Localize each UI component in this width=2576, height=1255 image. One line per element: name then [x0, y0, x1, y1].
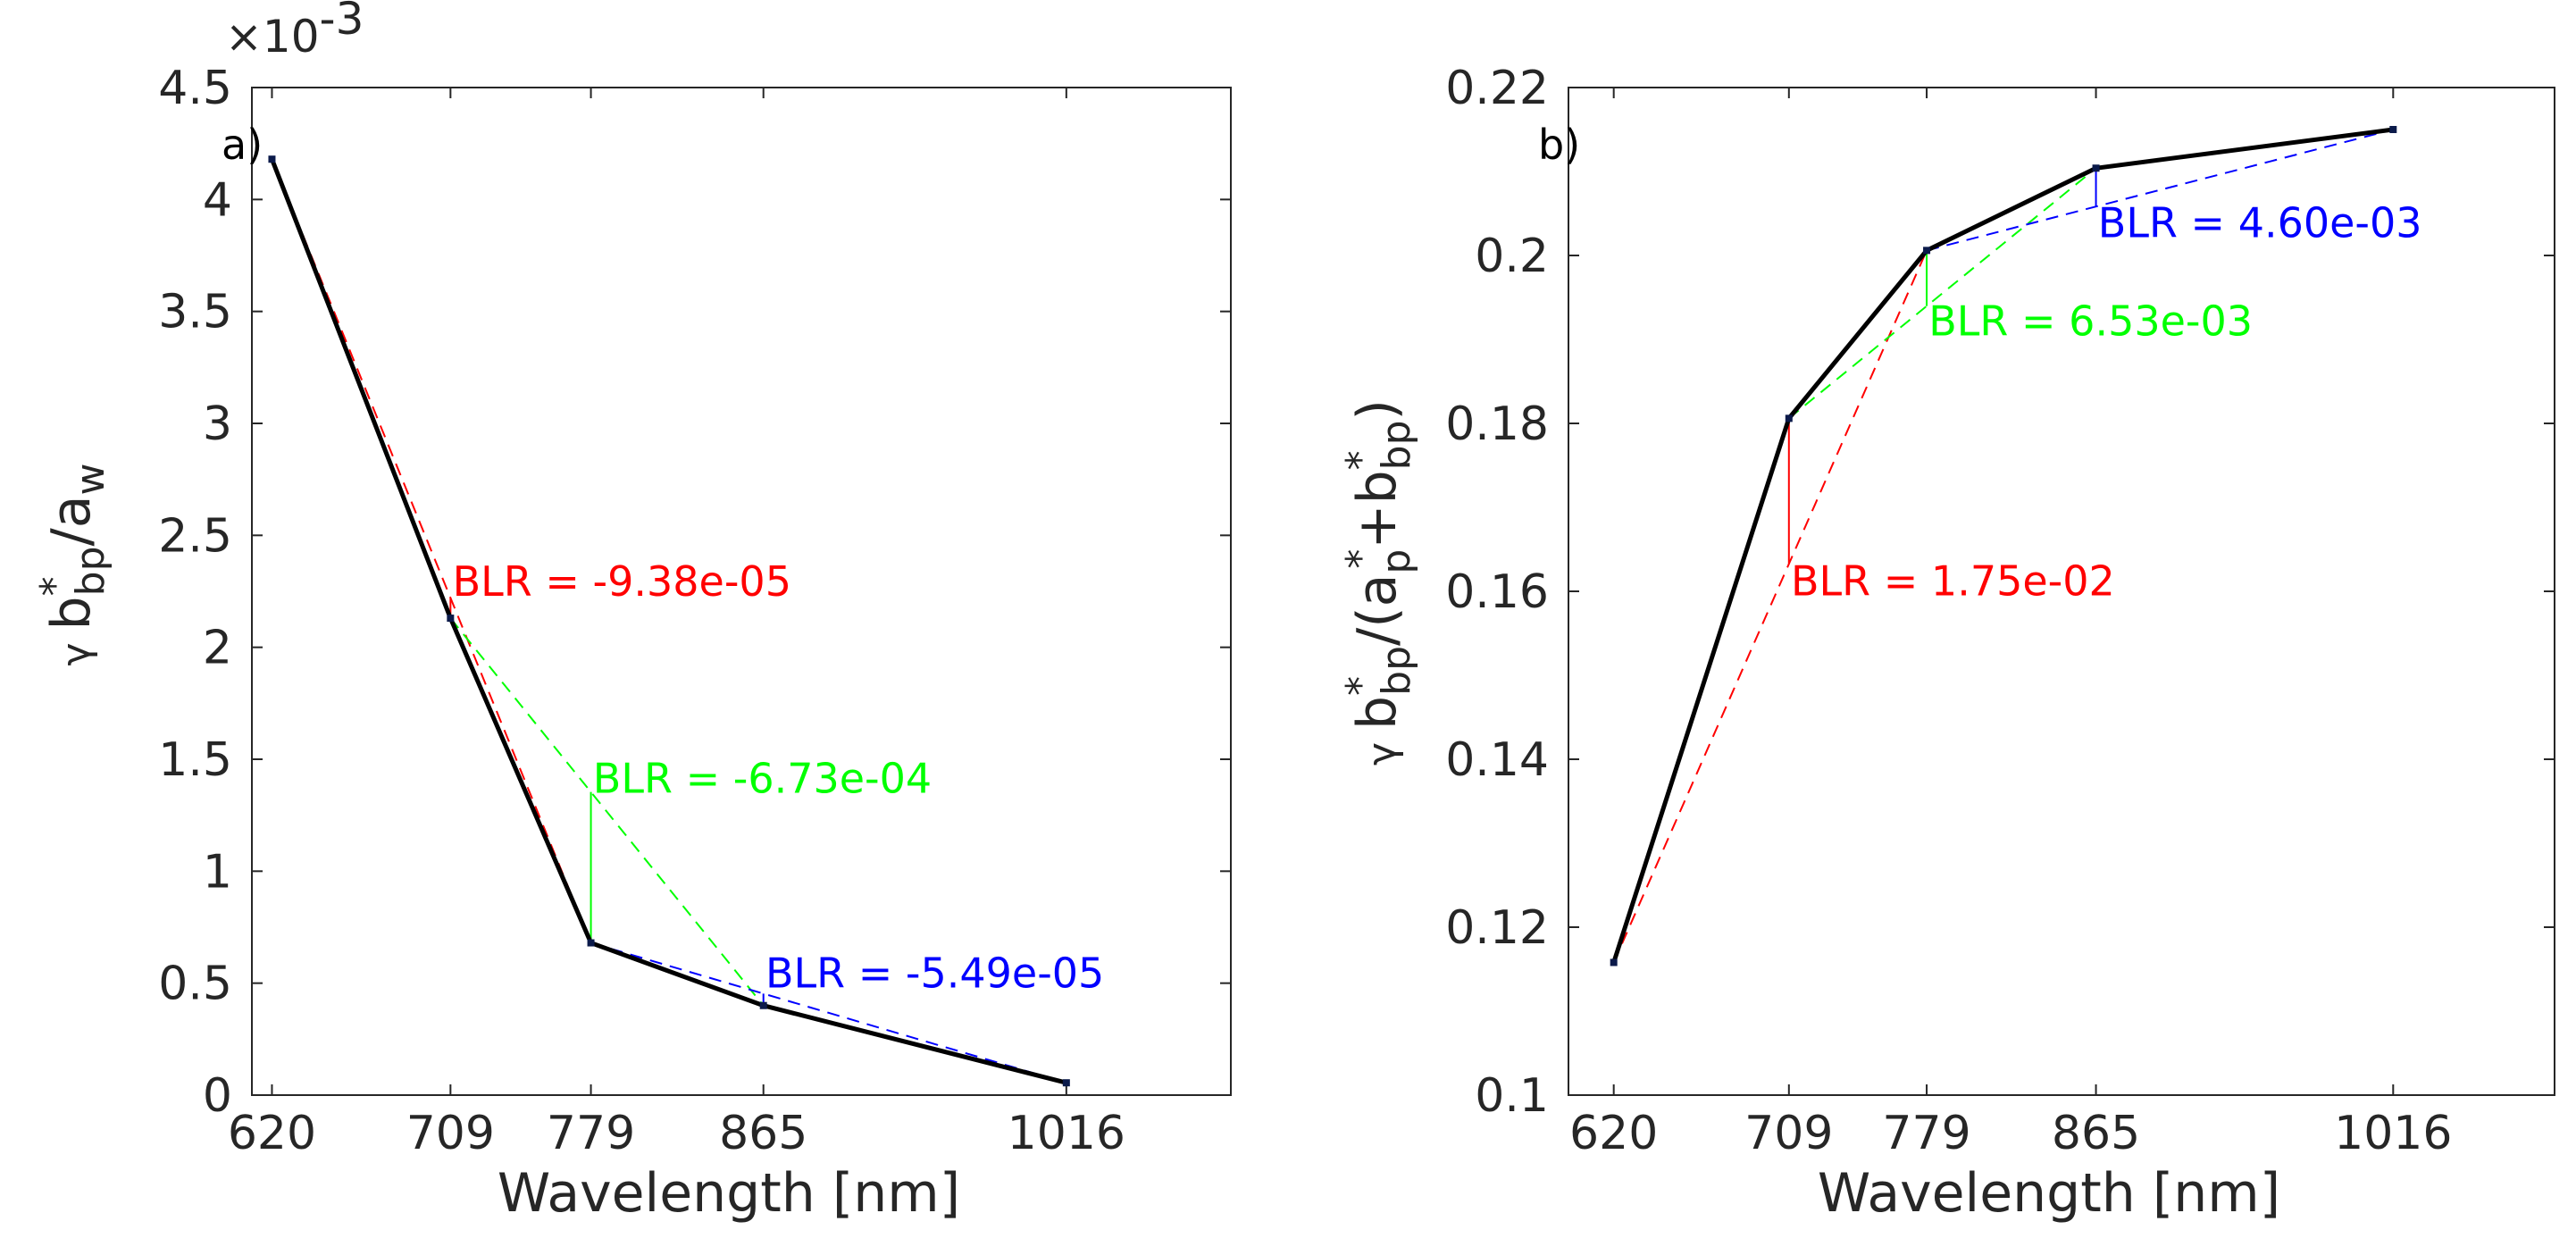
- data-point: [759, 1001, 767, 1009]
- data-point: [1062, 1079, 1070, 1087]
- data-point: [2389, 126, 2397, 133]
- x-axis-label: Wavelength [nm]: [1818, 1162, 2280, 1225]
- x-tick-label: 620: [228, 1107, 316, 1160]
- x-tick-label: 709: [406, 1107, 495, 1160]
- x-tick-label: 1016: [2334, 1107, 2452, 1160]
- data-point: [268, 155, 276, 163]
- baseline-dashed-2: [1926, 129, 2394, 252]
- panel-label: b): [1538, 121, 1580, 169]
- y-tick-label: 0.18: [1445, 397, 1549, 451]
- blr-label-1: BLR = 6.53e-03: [1928, 297, 2253, 345]
- baseline-dashed-1: [1788, 167, 2097, 420]
- blr-label-0: BLR = 1.75e-02: [1791, 557, 2115, 606]
- y-tick-label: 0.12: [1445, 901, 1549, 955]
- y-tick-label: 0.16: [1445, 565, 1549, 619]
- baseline-dashed-0: [271, 158, 592, 943]
- y-tick-label: 4.5: [158, 62, 232, 115]
- data-point: [1923, 247, 1931, 255]
- y-tick-label: 0.5: [158, 958, 232, 1011]
- data-point: [2092, 164, 2100, 172]
- data-point: [587, 939, 595, 947]
- blr-label-1: BLR = -6.73e-04: [593, 755, 932, 803]
- spectrum-line: [270, 158, 1067, 1085]
- x-tick-label: 779: [547, 1107, 635, 1160]
- blr-label-2: BLR = -5.49e-05: [765, 950, 1104, 998]
- y-tick-label: 0: [203, 1069, 232, 1123]
- baseline-dashed-2: [590, 941, 1067, 1084]
- data-point: [1610, 958, 1618, 966]
- y-tick-label: 1.5: [158, 733, 232, 787]
- x-tick-label: 1016: [1008, 1107, 1125, 1160]
- x-tick-label: 865: [2052, 1107, 2140, 1160]
- y-axis-label: γ b*bp/(ap*+b*bp): [1338, 399, 1419, 766]
- x-tick-label: 779: [1882, 1107, 1970, 1160]
- y-tick-label: 1: [203, 845, 232, 899]
- x-axis-label: Wavelength [nm]: [498, 1162, 960, 1225]
- y-tick-label: 4: [203, 173, 232, 227]
- y-tick-label: 0.22: [1445, 62, 1549, 115]
- panel-label: a): [222, 121, 263, 169]
- blr-label-2: BLR = 4.60e-03: [2098, 198, 2422, 247]
- y-multiplier: ×10-3: [225, 0, 364, 63]
- y-tick-label: 0.2: [1475, 230, 1549, 283]
- x-tick-label: 865: [719, 1107, 807, 1160]
- chart-panel-a: 620 709 779 865 1016 0 0.5 1 1.5 2 2.5 3 3.5 4 4.5×10-…: [32, 0, 1232, 1225]
- data-point: [1785, 414, 1793, 423]
- blr-label-0: BLR = -9.38e-05: [453, 557, 791, 606]
- spectrum-line: [1611, 127, 2394, 964]
- data-point: [447, 615, 455, 623]
- y-tick-label: 2: [203, 622, 232, 675]
- baseline-dashed-0: [1612, 249, 1928, 963]
- y-tick-label: 3.5: [158, 286, 232, 339]
- baseline-dashed-1: [449, 617, 765, 1007]
- y-tick-label: 0.14: [1445, 733, 1549, 787]
- y-tick-label: 2.5: [158, 509, 232, 563]
- y-tick-label: 3: [203, 397, 232, 451]
- y-axis-label: γ b*bp/aw: [32, 464, 113, 666]
- x-tick-label: 709: [1744, 1107, 1833, 1160]
- chart-panel-b: 620 709 779 865 1016 0.1 0.12 0.14 0.16 0.18 0.2 0.…: [1338, 62, 2555, 1225]
- x-tick-label: 620: [1569, 1107, 1658, 1160]
- y-tick-label: 0.1: [1475, 1069, 1549, 1123]
- axes-box: [251, 87, 1232, 1096]
